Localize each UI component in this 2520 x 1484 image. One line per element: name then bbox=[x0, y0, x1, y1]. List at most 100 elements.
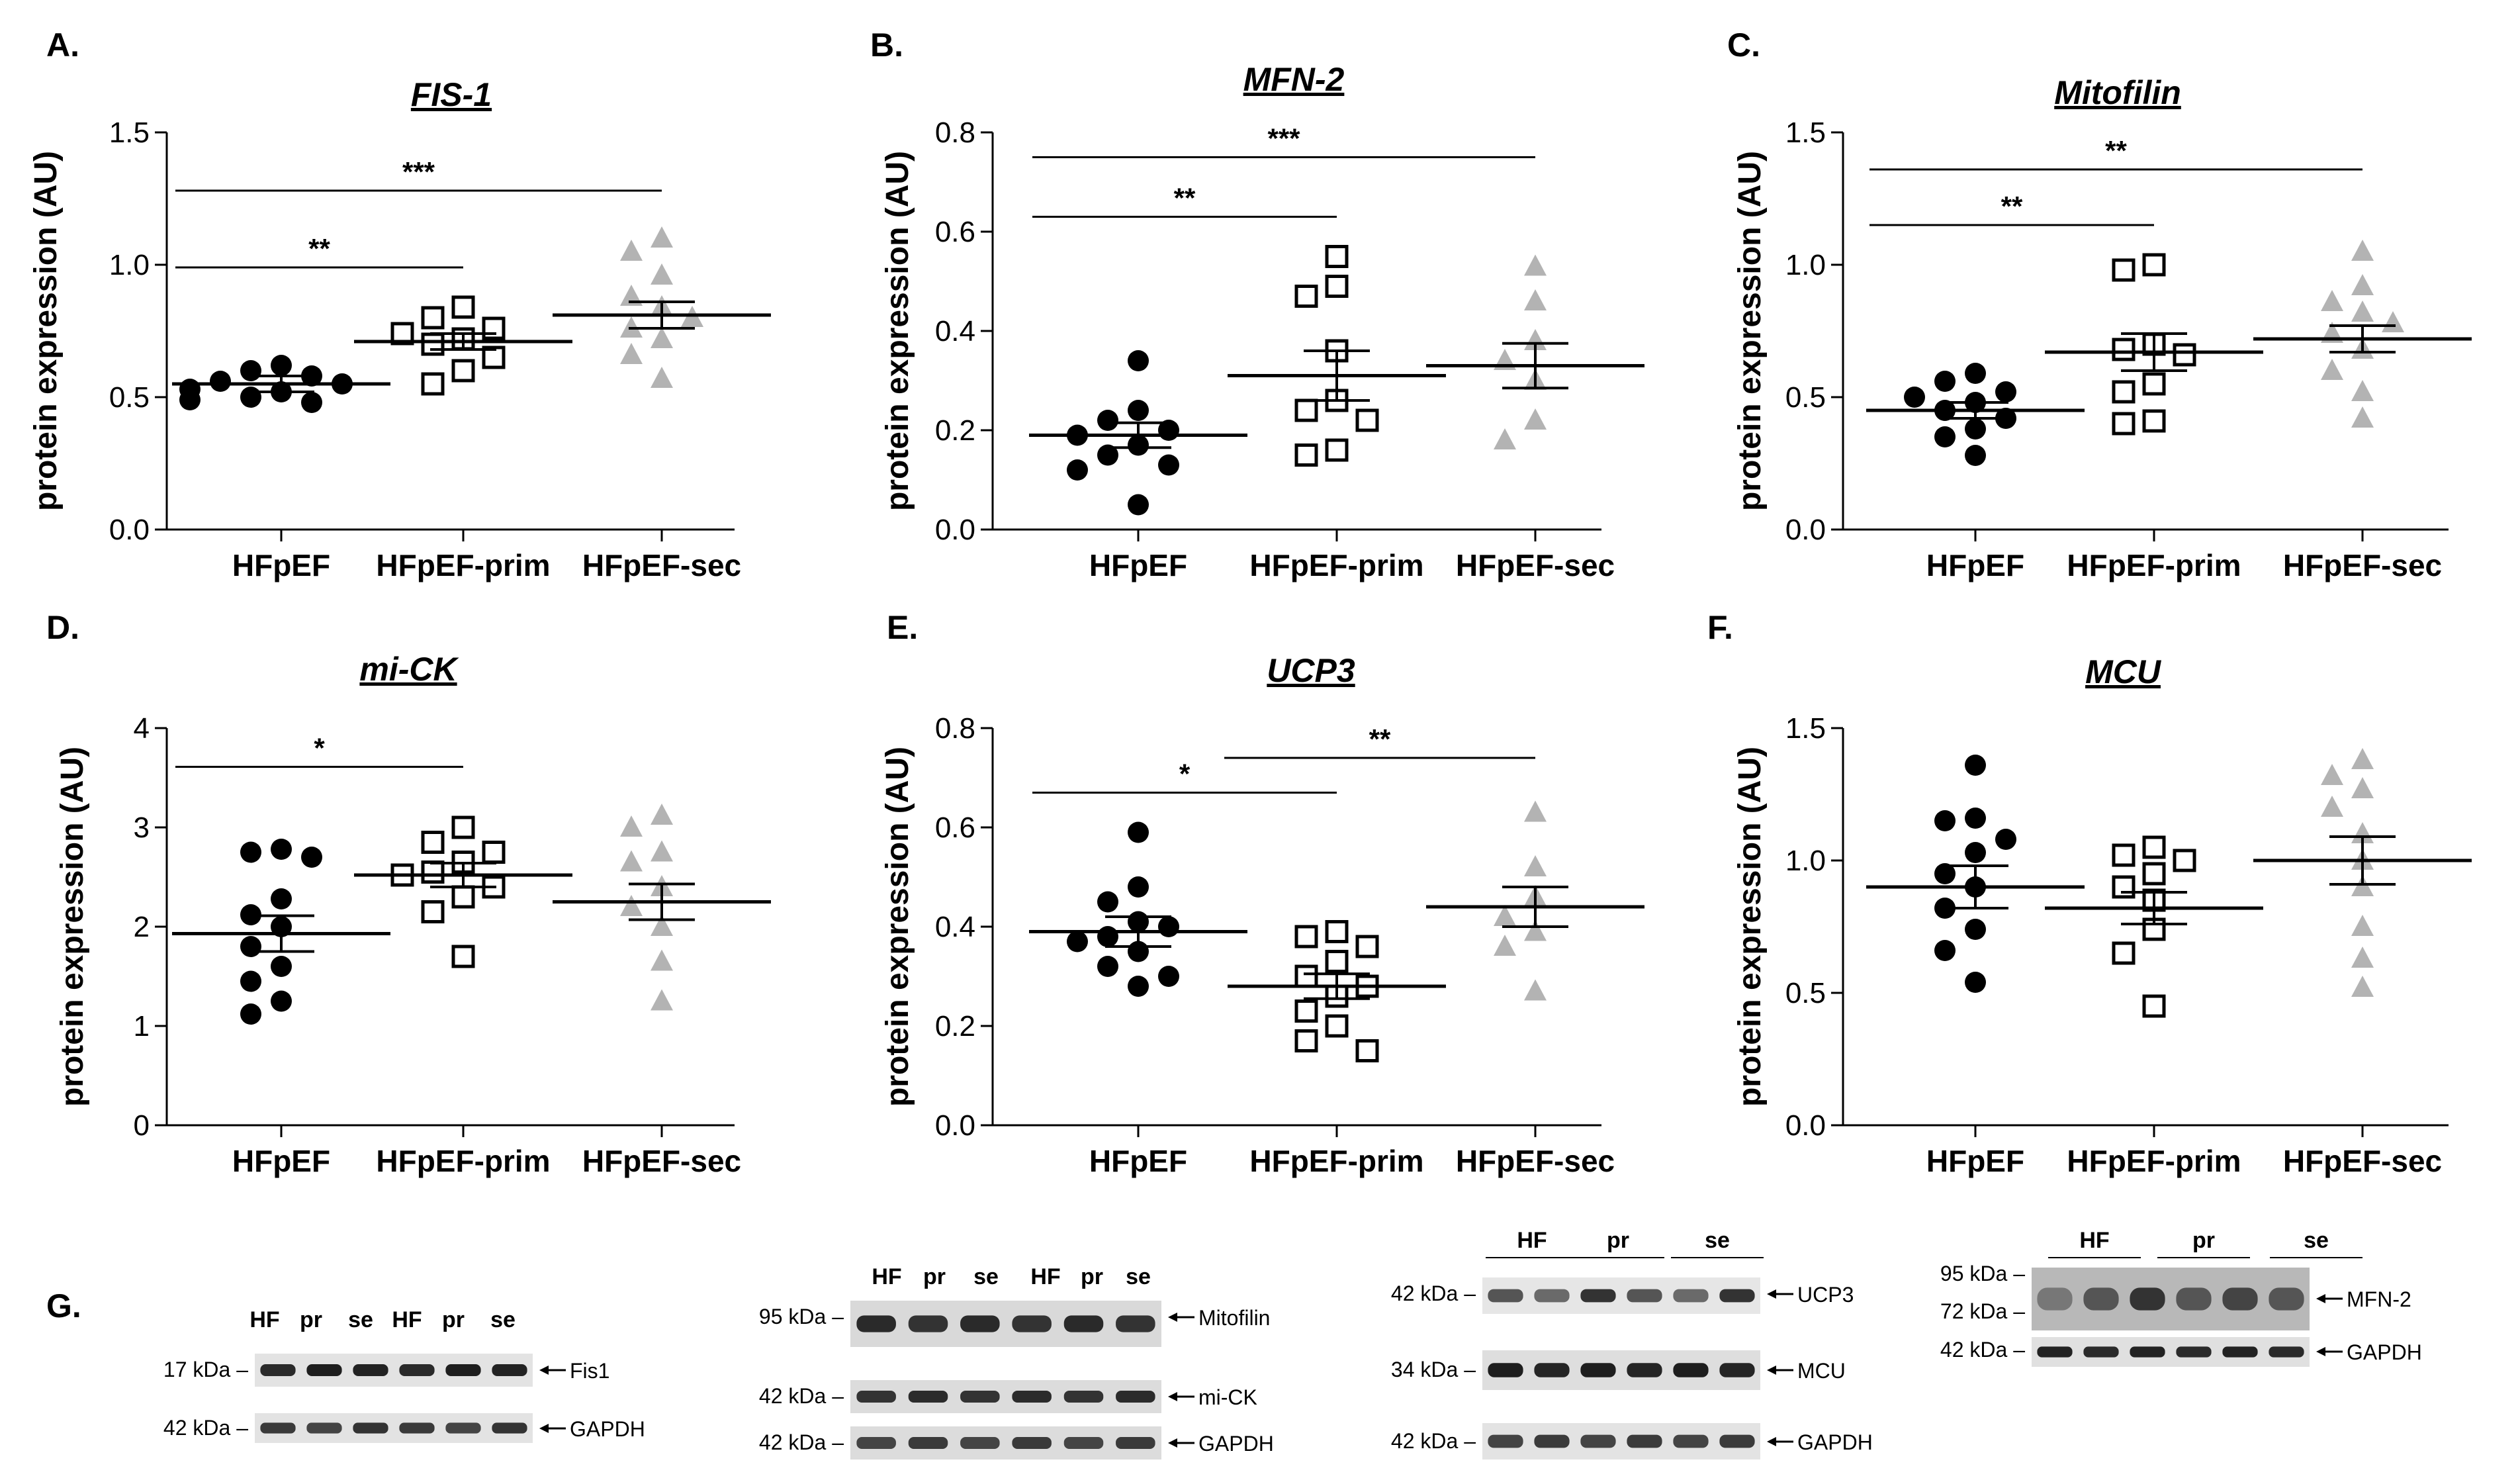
x-tick-label: HFpEF-prim bbox=[1249, 1144, 1423, 1178]
blot3-ucp3-band bbox=[1627, 1289, 1662, 1303]
data-point-HFpEF-prim bbox=[421, 332, 445, 356]
data-point-HFpEF-sec bbox=[2351, 274, 2374, 295]
panel-label: B. bbox=[870, 26, 903, 64]
blot2-mick-band bbox=[1012, 1391, 1052, 1403]
data-point-HFpEF bbox=[179, 379, 201, 400]
data-point-HFpEF-prim bbox=[1294, 285, 1318, 308]
blot3-ucp3-band bbox=[1534, 1289, 1570, 1303]
blot2-mitofilin-band bbox=[1012, 1315, 1052, 1332]
blot3-gapdh-band bbox=[1534, 1434, 1570, 1448]
blot-group-label: pr bbox=[2192, 1228, 2215, 1253]
data-point-HFpEF-sec bbox=[2321, 764, 2343, 785]
data-point-HFpEF-prim bbox=[1325, 1014, 1349, 1038]
x-tick-label: HFpEF-prim bbox=[2067, 548, 2241, 582]
data-point-HFpEF bbox=[240, 841, 261, 863]
blot-lane-label: se bbox=[348, 1307, 373, 1332]
significance-label: ** bbox=[2105, 135, 2127, 166]
x-tick-label: HFpEF-sec bbox=[582, 1144, 741, 1178]
data-point-HFpEF bbox=[240, 1003, 261, 1025]
y-tick-label: 0.2 bbox=[935, 1010, 975, 1043]
chart-title: FIS-1 bbox=[411, 76, 492, 113]
data-point-HFpEF-prim bbox=[451, 885, 475, 909]
data-point-HFpEF-prim bbox=[1355, 935, 1379, 958]
data-point-HFpEF-sec bbox=[651, 367, 673, 388]
data-point-HFpEF bbox=[1995, 381, 2016, 402]
blot3-mcu-band bbox=[1580, 1363, 1616, 1377]
blot-arrow-head bbox=[2316, 1347, 2325, 1356]
data-point-HFpEF bbox=[301, 847, 322, 868]
y-tick-label: 0.5 bbox=[1785, 381, 1826, 414]
data-point-HFpEF-sec bbox=[1524, 289, 1547, 310]
data-point-HFpEF bbox=[240, 970, 261, 992]
data-point-HFpEF-sec bbox=[2351, 240, 2374, 261]
blot-kda-label: 42 kDa – bbox=[759, 1430, 844, 1454]
data-point-HFpEF bbox=[1097, 410, 1118, 431]
blot2-gapdh-band bbox=[908, 1437, 948, 1449]
blot-kda-label: 17 kDa – bbox=[163, 1358, 248, 1381]
blot-lane-label: pr bbox=[1081, 1264, 1103, 1289]
blot2-mitofilin-band bbox=[960, 1315, 1000, 1332]
y-tick-label: 2 bbox=[134, 911, 150, 943]
blot-arrow-head bbox=[1767, 1366, 1776, 1375]
data-point-HFpEF-sec bbox=[2351, 301, 2374, 322]
blot1-gapdh-strip bbox=[255, 1413, 533, 1443]
data-point-HFpEF-prim bbox=[1294, 1029, 1318, 1052]
chart-title: mi-CK bbox=[359, 651, 459, 688]
y-tick-label: 0.5 bbox=[109, 381, 150, 414]
x-tick-label: HFpEF-prim bbox=[2067, 1144, 2241, 1178]
blot2-gapdh-band bbox=[856, 1437, 896, 1449]
data-point-HFpEF-prim bbox=[421, 860, 445, 884]
blot1-fis1-band bbox=[492, 1364, 527, 1376]
data-point-HFpEF-sec bbox=[620, 343, 643, 364]
data-point-HFpEF-sec bbox=[1494, 428, 1516, 449]
chart-title: Mitofilin bbox=[2054, 74, 2181, 111]
blot3-gapdh-band bbox=[1488, 1434, 1523, 1448]
blot-lane-label: HF bbox=[249, 1307, 279, 1332]
data-point-HFpEF bbox=[1965, 972, 1986, 993]
blot3-mcu-band bbox=[1719, 1363, 1755, 1377]
y-tick-label: 0.4 bbox=[935, 911, 975, 943]
blot-protein-label: MCU bbox=[1797, 1359, 1846, 1383]
panel-label: D. bbox=[46, 609, 79, 646]
data-point-HFpEF-prim bbox=[1325, 438, 1349, 462]
blot4-mfn2-band bbox=[2130, 1287, 2165, 1311]
blot3-gapdh-strip bbox=[1482, 1423, 1760, 1460]
blot2-gapdh-band bbox=[960, 1437, 1000, 1449]
y-tick-label: 4 bbox=[134, 712, 150, 745]
chart-title: UCP3 bbox=[1267, 652, 1355, 689]
data-point-HFpEF-sec bbox=[2351, 380, 2374, 401]
blot-protein-label: MFN-2 bbox=[2347, 1287, 2411, 1311]
blot-lane-label: HF bbox=[1030, 1264, 1060, 1289]
data-point-HFpEF-prim bbox=[1294, 443, 1318, 467]
blot4-mfn2-band bbox=[2176, 1287, 2212, 1311]
significance-label: *** bbox=[402, 156, 435, 187]
y-tick-label: 0.0 bbox=[1785, 1109, 1826, 1142]
data-point-HFpEF bbox=[1965, 418, 1986, 440]
blot4-mfn2-band bbox=[2083, 1287, 2119, 1311]
y-tick-label: 0 bbox=[134, 1109, 150, 1142]
y-tick-label: 0.8 bbox=[935, 116, 975, 149]
blot-protein-label: UCP3 bbox=[1797, 1283, 1854, 1307]
blot-group-label: HF bbox=[2079, 1228, 2109, 1253]
blot-group-label: se bbox=[1705, 1228, 1730, 1253]
panel-label: G. bbox=[46, 1287, 81, 1324]
blot3-ucp3-band bbox=[1719, 1289, 1755, 1303]
blot3-ucp3-band bbox=[1580, 1289, 1616, 1303]
x-tick-label: HFpEF-sec bbox=[1456, 548, 1615, 582]
blot-protein-label: Fis1 bbox=[570, 1359, 609, 1383]
data-point-HFpEF-sec bbox=[651, 804, 673, 825]
x-tick-label: HFpEF bbox=[232, 548, 330, 582]
data-point-HFpEF-prim bbox=[2142, 835, 2166, 859]
x-tick-label: HFpEF bbox=[1089, 548, 1187, 582]
data-point-HFpEF-sec bbox=[1494, 905, 1516, 926]
data-point-HFpEF bbox=[1128, 400, 1149, 421]
data-point-HFpEF-sec bbox=[620, 895, 643, 916]
chart-panel-E: E. UCP3 0.0 0.2 0.4 0.6 0.8 protein expression … bbox=[880, 609, 1644, 1178]
data-point-HFpEF-sec bbox=[1524, 855, 1547, 876]
blot4-mfn2-band bbox=[2222, 1287, 2258, 1311]
blot-arrow-head bbox=[1767, 1437, 1776, 1446]
data-point-HFpEF-prim bbox=[482, 841, 506, 864]
data-point-HFpEF-sec bbox=[2351, 976, 2374, 997]
data-point-HFpEF bbox=[271, 355, 292, 376]
